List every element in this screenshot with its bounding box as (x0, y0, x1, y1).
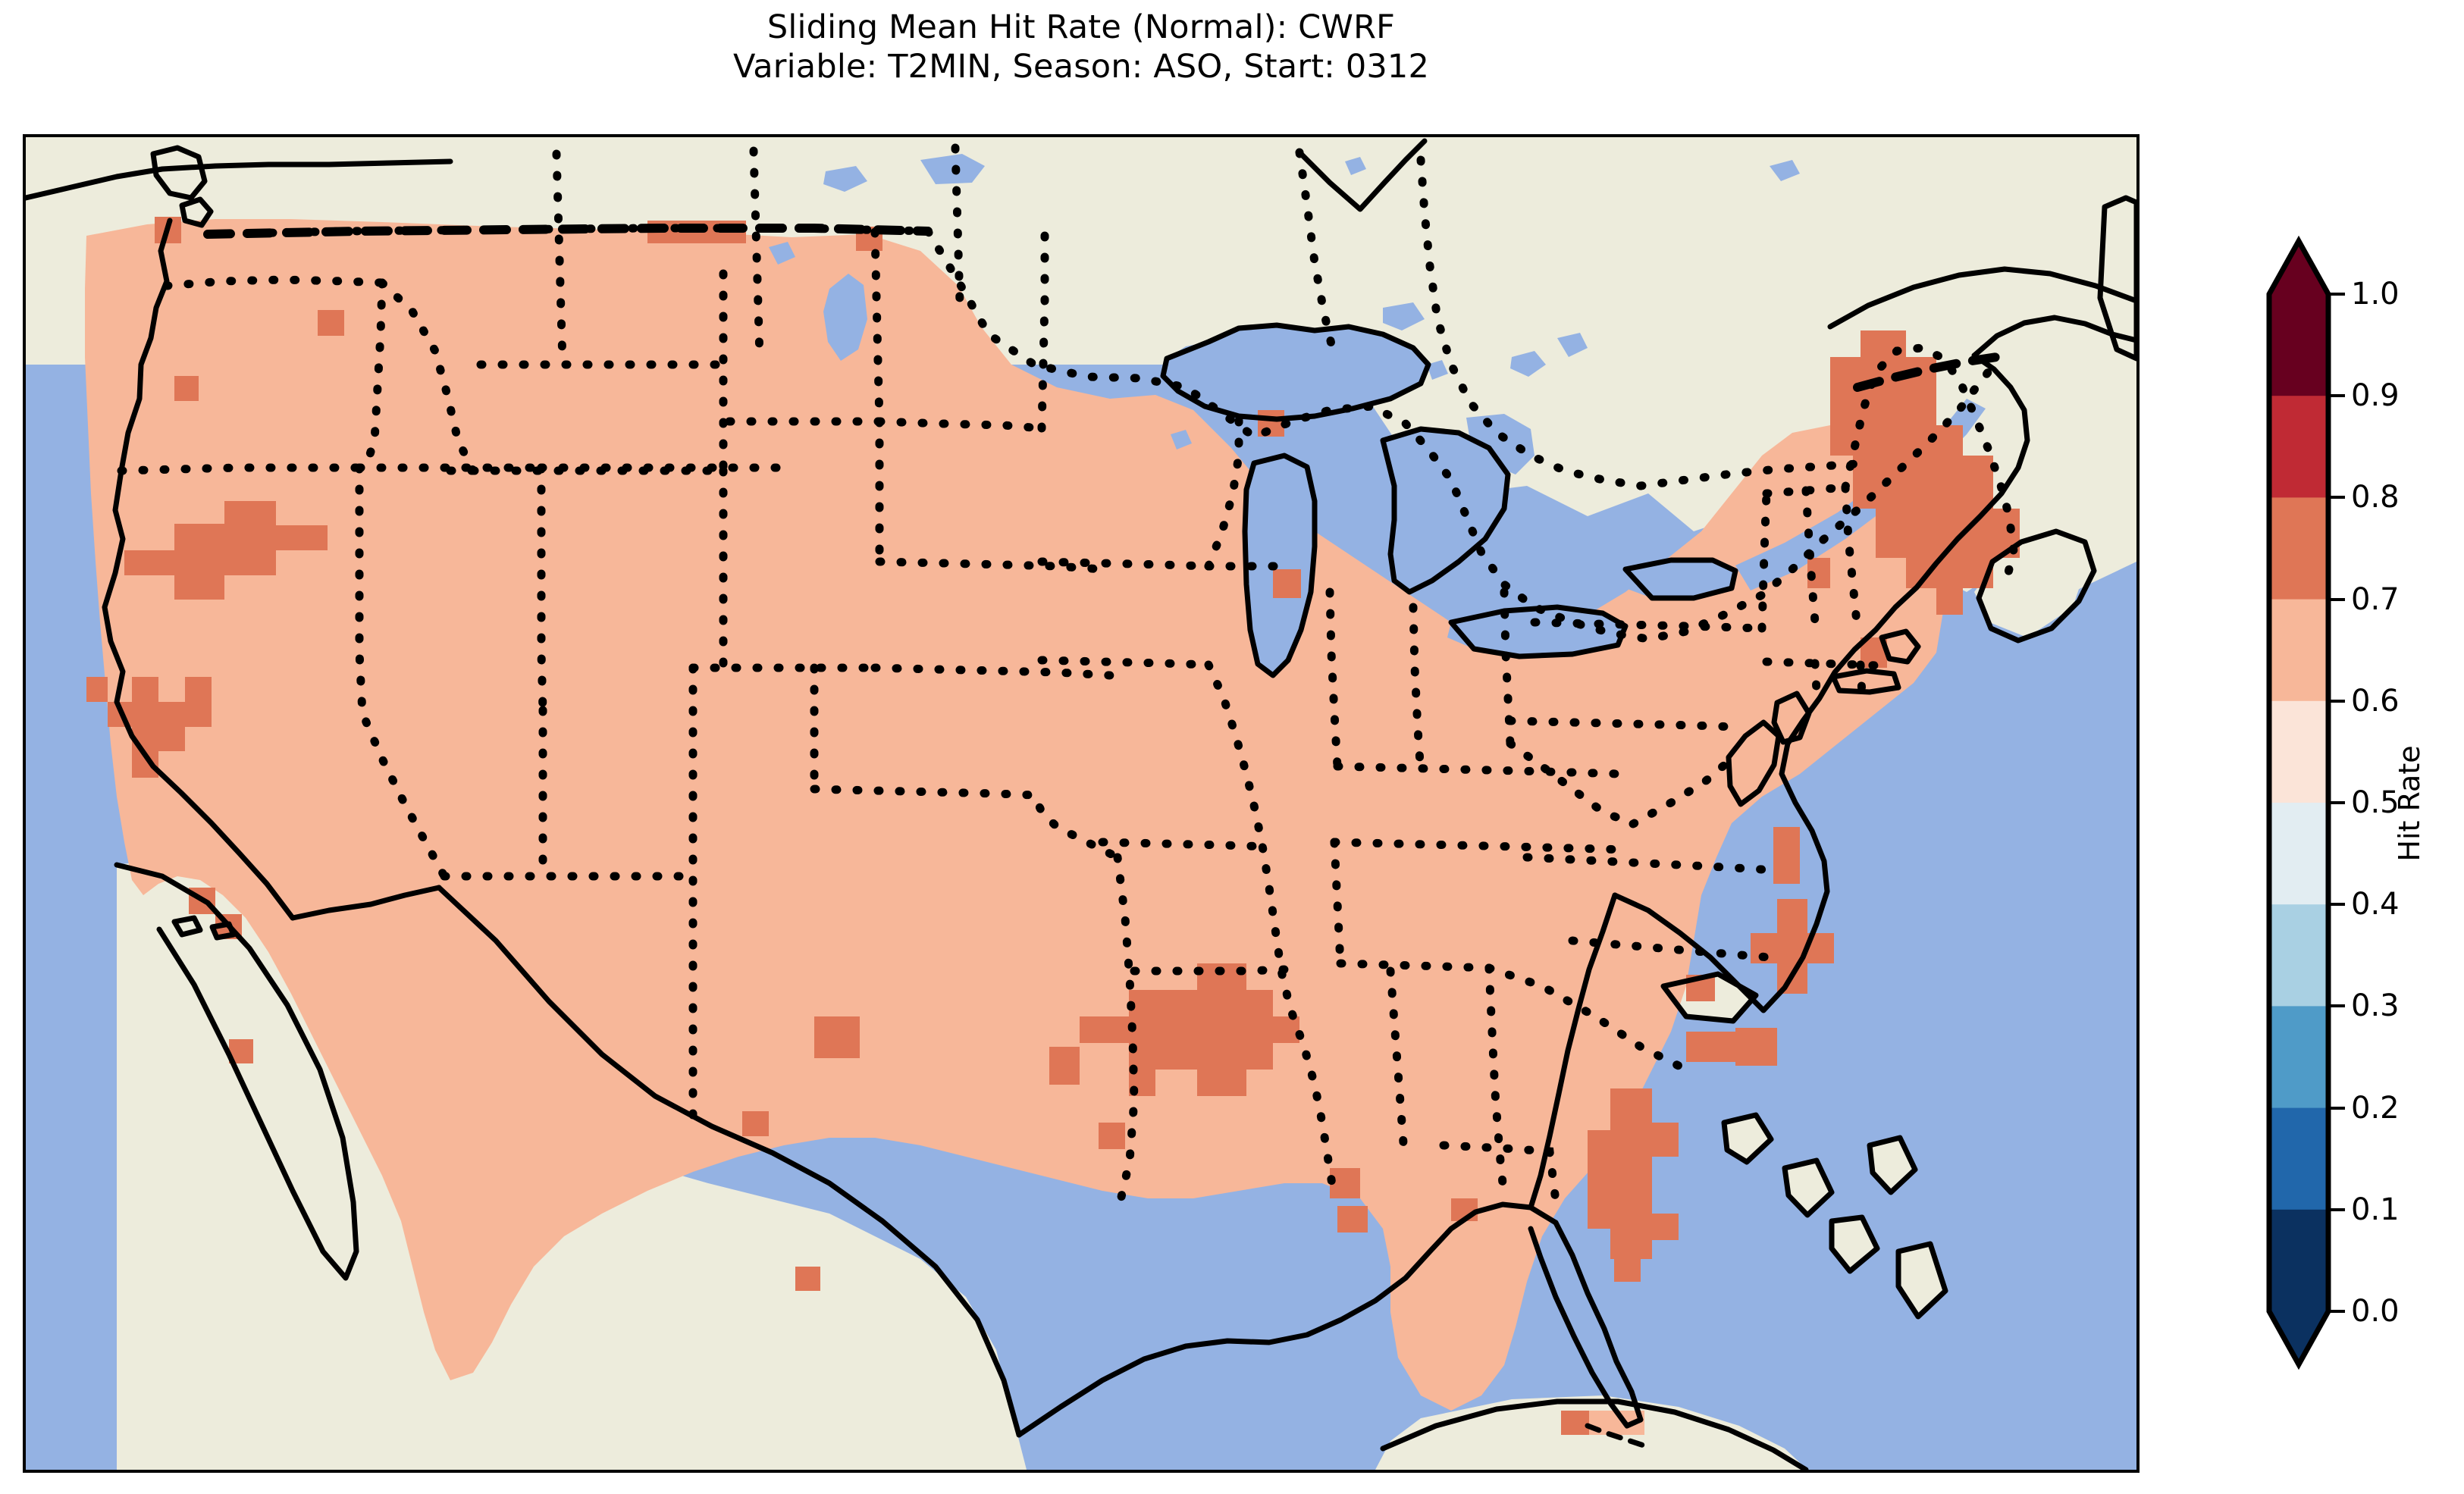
conus-hit-rate-map (26, 137, 2136, 1470)
colorbar-band (2269, 497, 2328, 600)
colorbar-band (2269, 1107, 2328, 1211)
colorbar-tick-mark (2328, 699, 2345, 703)
colorbar-tick-label: 0.4 (2351, 887, 2400, 922)
colorbar-band (2269, 904, 2328, 1007)
colorbar-tick-mark (2328, 1310, 2345, 1313)
colorbar-tick-label: 0.0 (2351, 1294, 2400, 1329)
national-border (203, 224, 2002, 392)
colorbar-tick-label: 0.1 (2351, 1192, 2400, 1227)
title-line-2: Variable: T2MIN, Season: ASO, Start: 031… (732, 48, 1430, 86)
coastlines (26, 138, 2136, 1470)
colorbar-under-arrow (2269, 1311, 2328, 1364)
colorbar-tick-label: 0.9 (2351, 378, 2400, 414)
colorbar-tick-mark (2328, 1106, 2345, 1110)
colorbar-tick-label: 0.5 (2351, 785, 2400, 820)
colorbar-band (2269, 700, 2328, 803)
data-band-0.7-0.8 (86, 217, 2020, 1435)
colorbar-band (2269, 803, 2328, 905)
colorbar-over-arrow (2269, 241, 2328, 294)
colorbar-gradient (2266, 235, 2331, 1370)
colorbar[interactable]: 1.0 0.9 0.8 0.7 0.6 0.5 0.4 0.3 0.2 0.1 0.0 (2266, 235, 2400, 1370)
data-band-0.6-0.7 (85, 219, 1944, 1411)
colorbar-band (2269, 599, 2328, 702)
page-title: Sliding Mean Hit Rate (Normal): CWRF Var… (0, 8, 2162, 87)
colorbar-tick-label: 0.2 (2351, 1090, 2400, 1126)
colorbar-tick-mark (2328, 903, 2345, 907)
colorbar-tick-label: 0.8 (2351, 480, 2400, 515)
colorbar-band (2269, 1006, 2328, 1109)
colorbar-tick-mark (2328, 496, 2345, 500)
colorbar-tick-mark (2328, 394, 2345, 398)
colorbar-band (2269, 1209, 2328, 1312)
colorbar-tick-label: 0.3 (2351, 988, 2400, 1024)
colorbar-axis-label: Hit Rate (2393, 745, 2426, 862)
map-axes (23, 134, 2140, 1473)
colorbar-tick-mark (2328, 801, 2345, 804)
colorbar-tick-label: 0.7 (2351, 581, 2400, 617)
colorbar-tick-mark (2328, 1207, 2345, 1211)
title-line-1: Sliding Mean Hit Rate (Normal): CWRF (766, 8, 1396, 46)
colorbar-tick-mark (2328, 597, 2345, 601)
colorbar-band (2269, 294, 2328, 396)
colorbar-tick-mark (2328, 293, 2345, 296)
colorbar-tick-mark (2328, 1004, 2345, 1008)
colorbar-tick-label: 0.6 (2351, 683, 2400, 719)
colorbar-band (2269, 396, 2328, 498)
colorbar-tick-label: 1.0 (2351, 277, 2400, 312)
